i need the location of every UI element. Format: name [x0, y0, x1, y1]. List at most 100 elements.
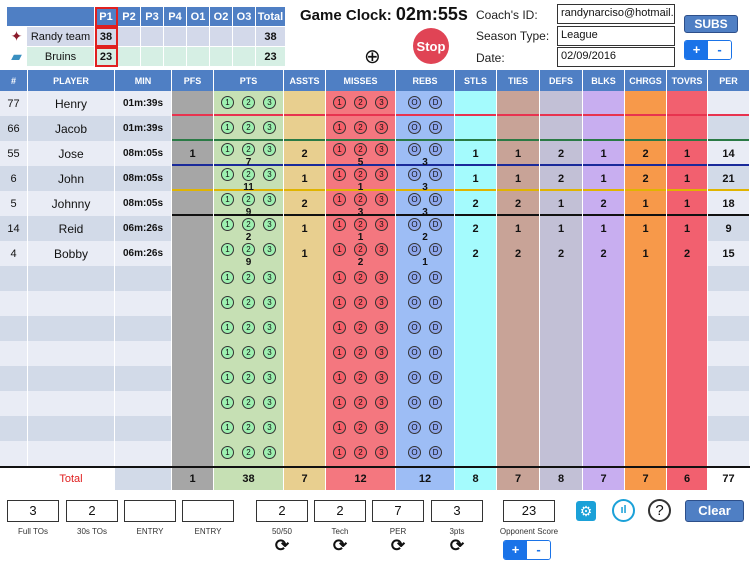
per-cell[interactable] [708, 391, 750, 416]
chrgs-cell[interactable] [625, 341, 667, 366]
pts-3-button[interactable]: 3 [375, 96, 388, 109]
tovrs-cell[interactable]: 1 [667, 216, 708, 241]
reb-O-button[interactable]: O [408, 193, 421, 206]
stat-entry-field[interactable]: 2 [256, 500, 308, 522]
stls-cell[interactable] [455, 341, 497, 366]
assts-cell[interactable]: 1 [284, 216, 326, 241]
chrgs-cell[interactable] [625, 316, 667, 341]
per-cell[interactable] [708, 416, 750, 441]
chrgs-cell[interactable]: 1 [625, 241, 667, 266]
pts-2-button[interactable]: 2 [242, 446, 255, 459]
pts-1-button[interactable]: 1 [221, 396, 234, 409]
pts-2-button[interactable]: 2 [242, 193, 255, 206]
pts-2-button[interactable]: 2 [354, 421, 367, 434]
stls-cell[interactable]: 1 [455, 166, 497, 191]
tovrs-cell[interactable]: 2 [667, 241, 708, 266]
plus-button[interactable]: + [685, 41, 708, 59]
pts-2-button[interactable]: 2 [354, 143, 367, 156]
pfs-cell[interactable] [172, 316, 214, 341]
pts-cell[interactable]: 1 2 3 11 [214, 166, 284, 193]
ties-cell[interactable] [497, 116, 540, 141]
per-cell[interactable] [708, 341, 750, 366]
defs-cell[interactable]: 1 [540, 216, 583, 241]
ties-cell[interactable] [497, 441, 540, 466]
player-name[interactable]: John [28, 166, 115, 191]
pfs-cell[interactable] [172, 366, 214, 391]
pts-1-button[interactable]: 1 [333, 421, 346, 434]
tovrs-cell[interactable]: 1 [667, 141, 708, 166]
chrgs-cell[interactable]: 2 [625, 166, 667, 191]
ties-cell[interactable] [497, 366, 540, 391]
blks-cell[interactable] [583, 441, 625, 466]
reb-D-button[interactable]: D [429, 296, 442, 309]
per-cell[interactable] [708, 441, 750, 466]
pts-1-button[interactable]: 1 [333, 396, 346, 409]
chrgs-cell[interactable]: 1 [625, 216, 667, 241]
pts-3-button[interactable]: 3 [375, 168, 388, 181]
pts-1-button[interactable]: 1 [333, 346, 346, 359]
reb-D-button[interactable]: D [429, 243, 442, 256]
blks-cell[interactable]: 1 [583, 166, 625, 191]
defs-cell[interactable] [540, 291, 583, 316]
chrgs-cell[interactable] [625, 291, 667, 316]
pts-3-button[interactable]: 3 [263, 218, 276, 231]
pts-1-button[interactable]: 1 [221, 321, 234, 334]
assts-cell[interactable]: 2 [284, 141, 326, 166]
reb-O-button[interactable]: O [408, 168, 421, 181]
ties-cell[interactable] [497, 91, 540, 116]
tovrs-cell[interactable] [667, 341, 708, 366]
pts-2-button[interactable]: 2 [354, 168, 367, 181]
reb-D-button[interactable]: D [429, 271, 442, 284]
pts-3-button[interactable]: 3 [263, 321, 276, 334]
reb-D-button[interactable]: D [429, 168, 442, 181]
ties-cell[interactable] [497, 291, 540, 316]
per-cell[interactable] [708, 116, 750, 141]
reb-O-button[interactable]: O [408, 121, 421, 134]
pts-2-button[interactable]: 2 [354, 218, 367, 231]
blks-cell[interactable] [583, 416, 625, 441]
per-cell[interactable]: 9 [708, 216, 750, 241]
pts-2-button[interactable]: 2 [354, 271, 367, 284]
assts-cell[interactable] [284, 116, 326, 141]
reb-O-button[interactable]: O [408, 218, 421, 231]
stls-cell[interactable] [455, 391, 497, 416]
season-type-field[interactable]: League [557, 26, 675, 46]
blks-cell[interactable]: 1 [583, 141, 625, 166]
pts-3-button[interactable]: 3 [263, 396, 276, 409]
pts-2-button[interactable]: 2 [354, 243, 367, 256]
ties-cell[interactable]: 2 [497, 241, 540, 266]
pts-3-button[interactable]: 3 [263, 121, 276, 134]
tovrs-cell[interactable] [667, 116, 708, 141]
pts-2-button[interactable]: 2 [354, 96, 367, 109]
pfs-cell[interactable] [172, 166, 214, 191]
pts-3-button[interactable]: 3 [263, 96, 276, 109]
pts-2-button[interactable]: 2 [354, 121, 367, 134]
player-name[interactable] [28, 341, 115, 366]
stls-cell[interactable] [455, 266, 497, 291]
per-cell[interactable] [708, 366, 750, 391]
blks-cell[interactable]: 1 [583, 216, 625, 241]
reb-O-button[interactable]: O [408, 143, 421, 156]
player-name[interactable]: Henry [28, 91, 115, 116]
chrgs-cell[interactable] [625, 416, 667, 441]
tovrs-cell[interactable] [667, 416, 708, 441]
table-row[interactable]: 6 John 08m:05s 1 2 3 11 1 1 2 3 1 O D 3 1 1 2 1 2 1 21 [0, 166, 750, 193]
pts-1-button[interactable]: 1 [221, 243, 234, 256]
per-cell[interactable]: 21 [708, 166, 750, 191]
assts-cell[interactable]: 2 [284, 191, 326, 216]
